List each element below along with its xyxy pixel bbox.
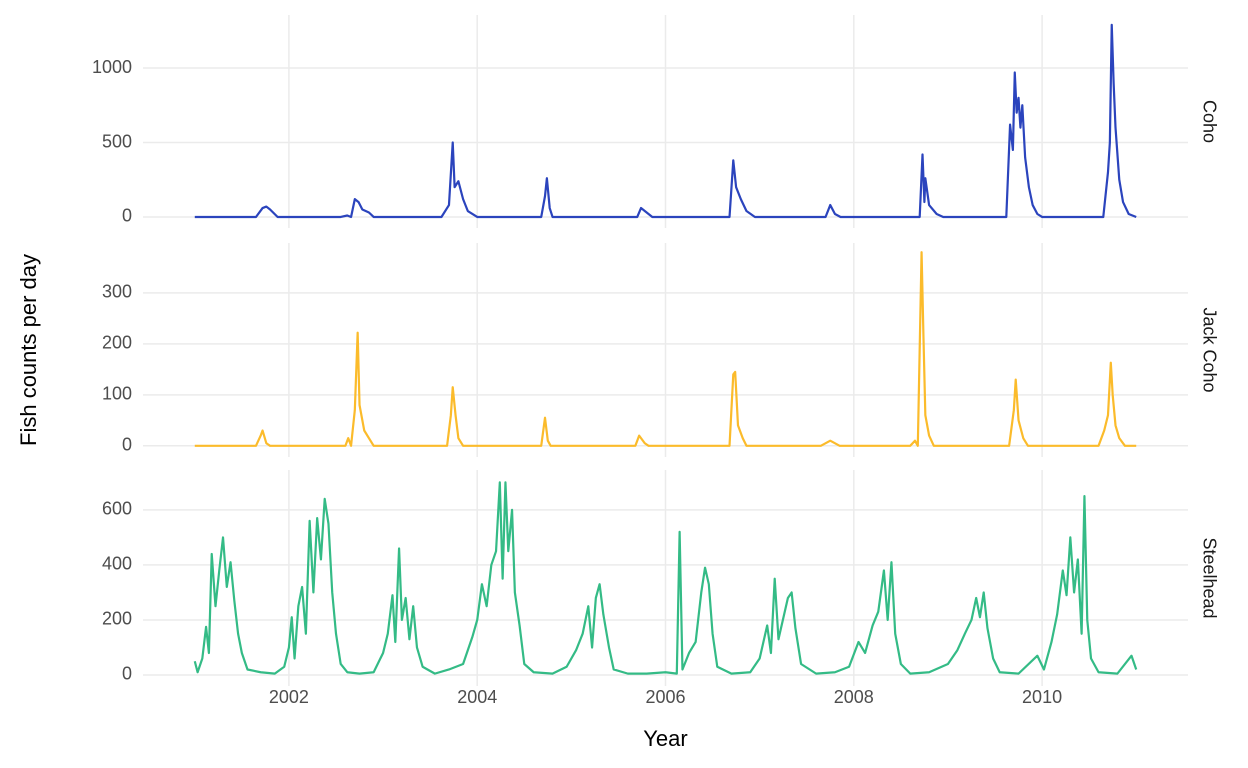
y-tick-label: 200 — [102, 609, 132, 629]
strip-label: Jack Coho — [1199, 307, 1219, 392]
data-line — [194, 23, 1137, 219]
x-tick-label: 2008 — [834, 687, 874, 707]
data-line — [193, 481, 1138, 675]
x-tick-label: 2002 — [269, 687, 309, 707]
y-axis-label: Fish counts per day — [16, 254, 41, 446]
x-axis-label: Year — [643, 726, 687, 751]
x-tick-label: 2006 — [645, 687, 685, 707]
y-tick-label: 200 — [102, 333, 132, 353]
x-tick-label: 2004 — [457, 687, 497, 707]
y-tick-label: 400 — [102, 554, 132, 574]
x-tick-label: 2010 — [1022, 687, 1062, 707]
y-tick-label: 500 — [102, 131, 132, 151]
y-tick-label: 100 — [102, 384, 132, 404]
y-tick-label: 1000 — [92, 57, 132, 77]
y-tick-label: 0 — [122, 206, 132, 226]
y-tick-label: 0 — [122, 435, 132, 455]
y-tick-label: 0 — [122, 664, 132, 684]
y-tick-label: 300 — [102, 282, 132, 302]
strip-label: Steelhead — [1199, 537, 1219, 618]
data-line — [194, 251, 1137, 447]
strip-label: Coho — [1199, 100, 1219, 143]
y-tick-label: 600 — [102, 499, 132, 519]
